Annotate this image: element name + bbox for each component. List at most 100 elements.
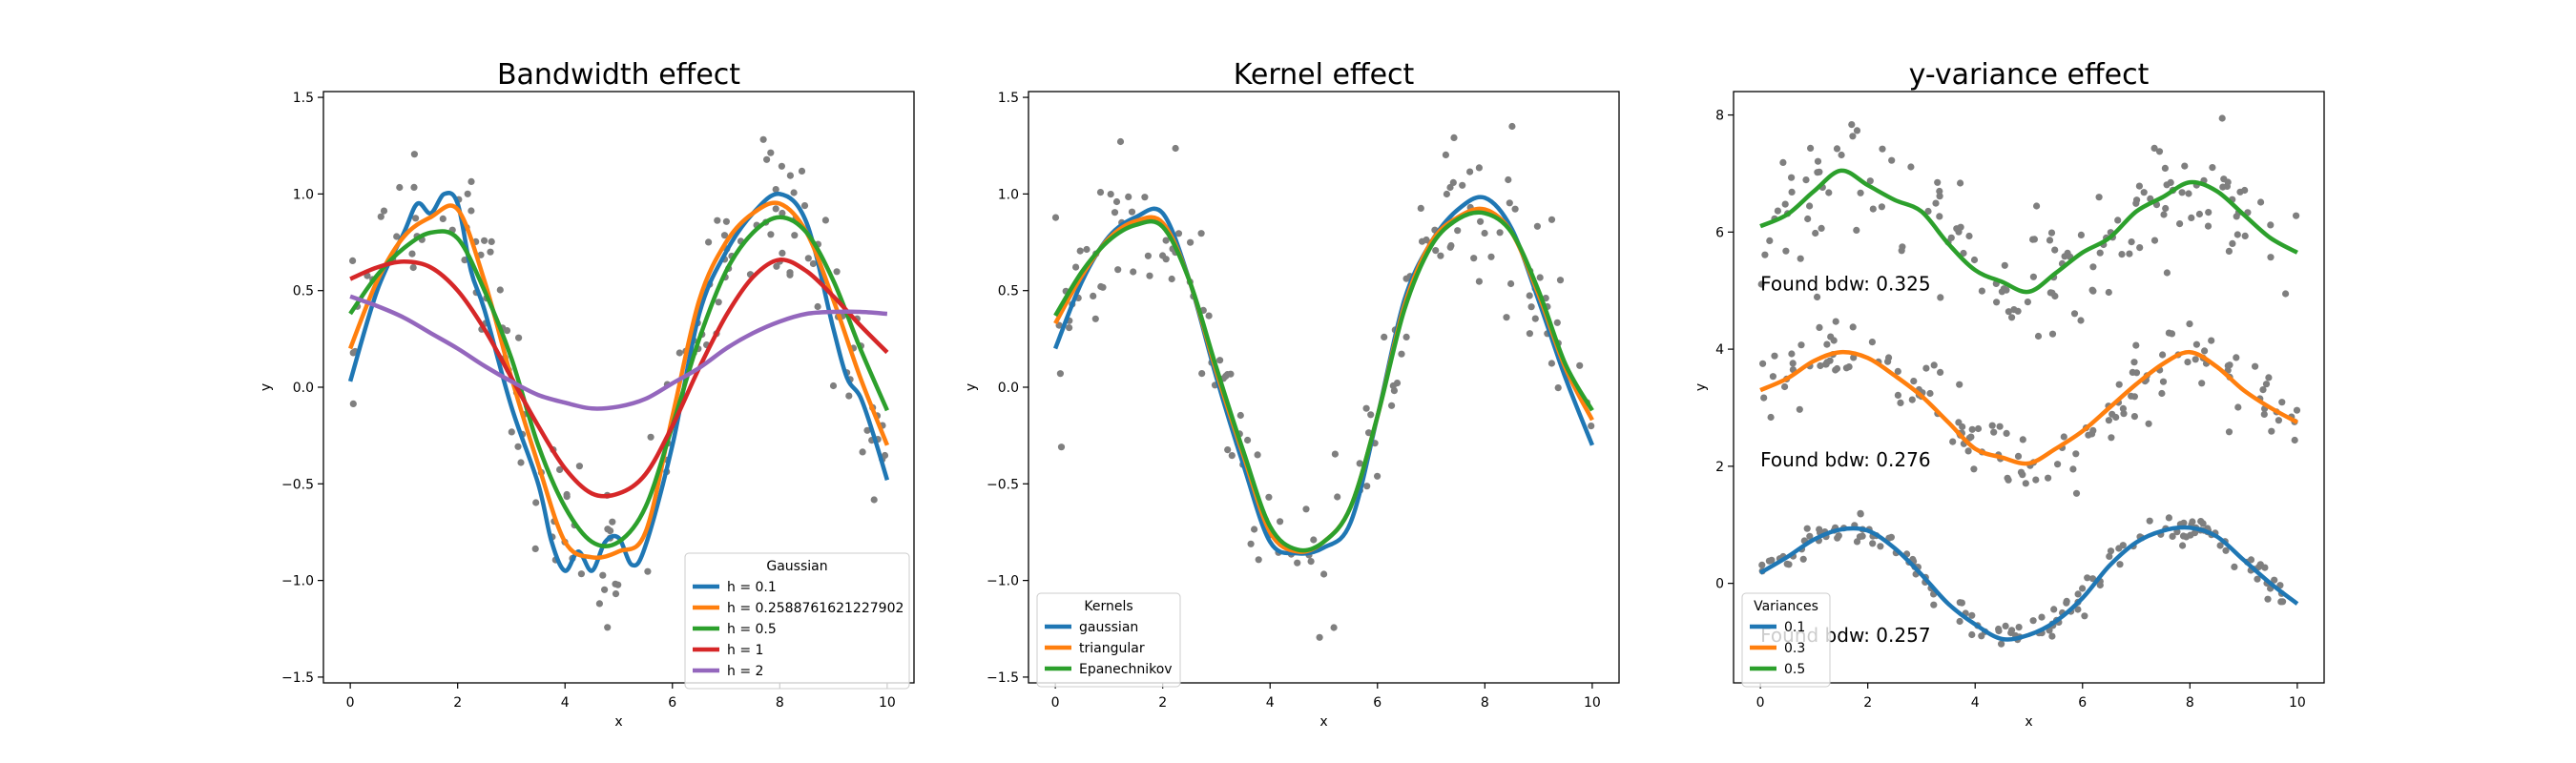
series-line-2 bbox=[348, 200, 889, 560]
scatter-point bbox=[2163, 269, 2171, 277]
scatter-point bbox=[2160, 211, 2168, 218]
scatter-point bbox=[2197, 518, 2205, 526]
scatter-point bbox=[1998, 288, 2005, 296]
scatter-point bbox=[1056, 370, 1064, 378]
y-tick-label: 2 bbox=[1715, 460, 1724, 475]
scatter-point bbox=[790, 189, 798, 196]
scatter-point bbox=[1956, 381, 1963, 388]
scatter-point bbox=[2074, 590, 2082, 598]
scatter-point bbox=[2181, 162, 2189, 170]
series-line-3 bbox=[1759, 168, 2298, 295]
scatter-point bbox=[2271, 576, 2278, 584]
scatter-point bbox=[829, 382, 838, 390]
scatter-point bbox=[2005, 308, 2012, 316]
y-axis-label: y bbox=[1693, 383, 1709, 391]
scatter-point bbox=[1993, 299, 2001, 306]
scatter-point bbox=[2293, 212, 2300, 219]
scatter-point bbox=[1957, 179, 1964, 187]
scatter-point bbox=[1374, 472, 1381, 480]
scatter-point bbox=[1832, 318, 1839, 325]
scatter-point bbox=[601, 586, 609, 593]
scatter-point bbox=[1265, 493, 1273, 501]
scatter-point bbox=[2029, 617, 2037, 625]
scatter-point bbox=[1172, 144, 1179, 153]
scatter-point bbox=[1475, 278, 1483, 285]
scatter-point bbox=[1244, 436, 1252, 444]
x-tick-label: 0 bbox=[1756, 695, 1765, 711]
scatter-point bbox=[1970, 256, 1979, 264]
legend-entry: gaussian bbox=[1079, 620, 1138, 635]
scatter-point bbox=[1128, 208, 1136, 216]
scatter-point bbox=[503, 327, 511, 335]
scatter-point bbox=[1330, 624, 1338, 631]
scatter-point bbox=[1825, 189, 1833, 196]
scatter-point bbox=[1111, 209, 1119, 217]
x-tick-label: 10 bbox=[879, 695, 896, 711]
scatter-point bbox=[1817, 361, 1824, 370]
scatter-point bbox=[1788, 350, 1796, 358]
scatter-point bbox=[2128, 238, 2135, 246]
scatter-point bbox=[2089, 263, 2097, 271]
scatter-point bbox=[1470, 255, 1478, 262]
scatter-point bbox=[2051, 246, 2059, 254]
scatter-point bbox=[1320, 570, 1328, 578]
scatter-point bbox=[786, 271, 794, 278]
scatter-point bbox=[1554, 384, 1562, 392]
scatter-point bbox=[2158, 389, 2166, 398]
scatter-point bbox=[647, 433, 654, 441]
scatter-point bbox=[2201, 347, 2209, 355]
scatter-point bbox=[2019, 436, 2026, 443]
scatter-point bbox=[1926, 389, 1934, 398]
scatter-point bbox=[2222, 546, 2230, 554]
scatter-point bbox=[2096, 581, 2104, 589]
scatter-point bbox=[1855, 75, 1861, 82]
scatter-point bbox=[1083, 245, 1091, 254]
scatter-point bbox=[2264, 595, 2272, 603]
scatter-point bbox=[1553, 319, 1561, 326]
scatter-point bbox=[2216, 542, 2224, 549]
x-tick-label: 4 bbox=[1971, 695, 1980, 711]
y-tick-label: −0.5 bbox=[987, 477, 1019, 492]
scatter-point bbox=[2132, 341, 2140, 349]
scatter-point bbox=[1814, 157, 1822, 165]
scatter-point bbox=[1968, 425, 1976, 433]
scatter-point bbox=[2277, 598, 2285, 606]
scatter-point bbox=[2010, 306, 2018, 314]
scatter-point bbox=[1236, 411, 1244, 420]
scatter-point bbox=[607, 527, 614, 535]
scatter-point bbox=[1294, 559, 1301, 567]
scatter-point bbox=[1965, 232, 1973, 240]
y-tick-label: −1.5 bbox=[281, 670, 314, 686]
scatter-point bbox=[859, 448, 866, 456]
scatter-point bbox=[1356, 460, 1363, 467]
chart-title: Bandwidth effect bbox=[497, 58, 740, 92]
scatter-point bbox=[1774, 207, 1781, 215]
scatter-point bbox=[798, 167, 806, 175]
scatter-point bbox=[2293, 406, 2301, 414]
scatter-point bbox=[2267, 221, 2275, 229]
legend-entry: h = 1 bbox=[727, 643, 763, 658]
legend: Kernels gaussian triangular Epanechnikov bbox=[1036, 592, 1181, 688]
scatter-point bbox=[2204, 222, 2212, 230]
scatter-point bbox=[477, 251, 485, 258]
scatter-point bbox=[1466, 168, 1474, 175]
scatter-point bbox=[1417, 204, 1424, 212]
scatter-point bbox=[1849, 323, 1857, 331]
scatter-point bbox=[1853, 538, 1861, 546]
scatter-point bbox=[1588, 423, 1595, 430]
scatter-point bbox=[1503, 314, 1510, 321]
scatter-point bbox=[2034, 332, 2043, 340]
scatter-point bbox=[791, 232, 799, 239]
scatter-point bbox=[2209, 164, 2216, 172]
scatter-point bbox=[1937, 294, 1944, 301]
scatter-point bbox=[2167, 178, 2174, 186]
bandwidth-annotation: Found bdw: 0.276 bbox=[1760, 448, 1930, 471]
scatter-point bbox=[2019, 471, 2026, 479]
y-tick-label: −1.0 bbox=[281, 574, 314, 589]
scatter-point bbox=[2120, 410, 2128, 418]
scatter-point bbox=[720, 232, 729, 239]
scatter-point bbox=[1162, 237, 1170, 244]
scatter-point bbox=[2003, 429, 2010, 437]
scatter-point bbox=[1834, 534, 1841, 542]
scatter-point bbox=[1866, 177, 1874, 185]
